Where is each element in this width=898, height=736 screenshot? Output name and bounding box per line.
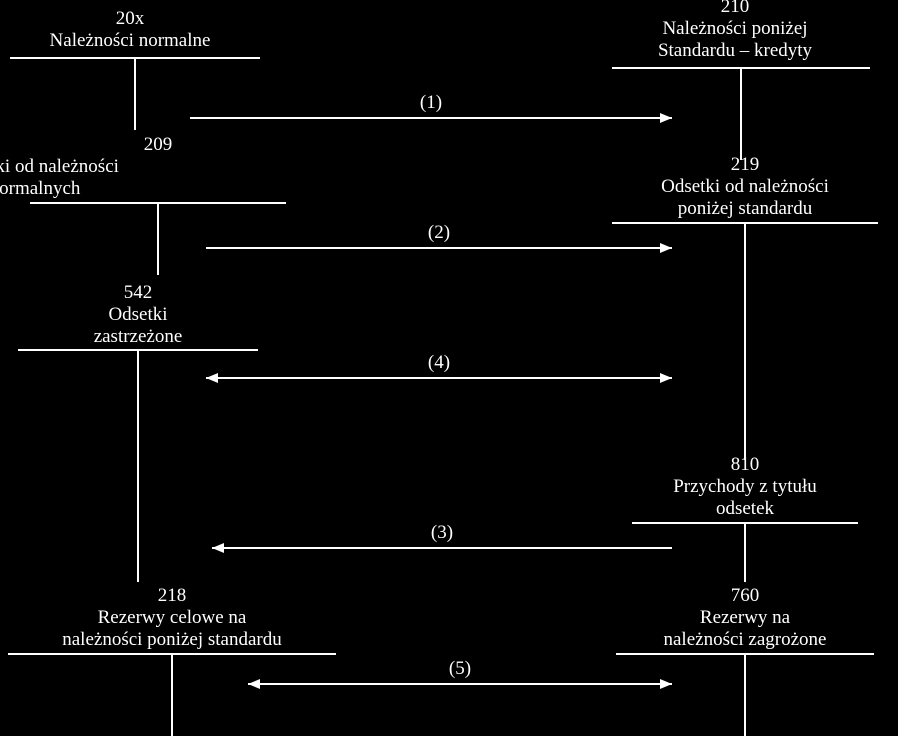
arrow-label: (1) [420, 92, 442, 113]
flow-e1: (1) [190, 92, 672, 123]
account-code: 210 [721, 0, 750, 17]
account-label: Przychody z tytułu [673, 476, 817, 497]
arrow-head-left [212, 543, 224, 553]
account-label: Należności poniżej [662, 18, 807, 39]
arrow-head-right [660, 113, 672, 123]
arrow-label: (3) [431, 522, 453, 543]
account-a209: 209 Odsetki od należnościnormalnych [0, 134, 286, 275]
arrow-head-right [660, 373, 672, 383]
account-a219: 219Odsetki od należnościponiżej standard… [612, 154, 878, 460]
arrow-label: (4) [428, 352, 450, 373]
account-label: Standardu – kredyty [658, 40, 813, 61]
flow-e4: (4) [206, 352, 672, 383]
arrow-label: (2) [428, 222, 450, 243]
account-label: Odsetki od należności [0, 156, 119, 177]
account-label: poniżej standardu [678, 198, 813, 219]
flow-e5: (5) [248, 658, 672, 689]
account-code: 218 [158, 585, 187, 606]
account-code: 542 [124, 282, 153, 303]
account-code: 20x [116, 8, 145, 29]
account-label: zastrzeżone [94, 326, 183, 347]
account-label: należności zagrożone [664, 629, 827, 650]
account-label: należności poniżej standardu [62, 629, 282, 650]
flow-e3: (3) [212, 522, 672, 553]
flow-e2: (2) [206, 222, 672, 253]
account-label: Odsetki od należności [661, 176, 829, 197]
account-label: Rezerwy celowe na [98, 607, 247, 628]
account-a810: 810Przychody z tytułuodsetek [632, 454, 858, 582]
account-code: 760 [731, 585, 760, 606]
account-code: 209 [144, 134, 173, 155]
account-label: Rezerwy na [700, 607, 791, 628]
arrow-label: (5) [449, 658, 471, 679]
account-label: Odsetki [108, 304, 167, 325]
account-label: normalnych [0, 178, 81, 199]
account-a20x: 20xNależności normalne [10, 8, 260, 130]
account-label: odsetek [716, 498, 775, 519]
account-code: 810 [731, 454, 760, 475]
account-a760: 760Rezerwy nanależności zagrożone [616, 585, 874, 736]
arrow-head-right [660, 679, 672, 689]
account-a210: 210Należności poniżejStandardu – kredyty [612, 0, 870, 160]
account-label: Należności normalne [50, 30, 211, 51]
account-a218: 218Rezerwy celowe nanależności poniżej s… [8, 585, 336, 736]
account-code: 219 [731, 154, 760, 175]
arrow-head-right [660, 243, 672, 253]
arrow-head-left [248, 679, 260, 689]
arrow-head-left [206, 373, 218, 383]
account-a542: 542Odsetkizastrzeżone [18, 282, 258, 582]
